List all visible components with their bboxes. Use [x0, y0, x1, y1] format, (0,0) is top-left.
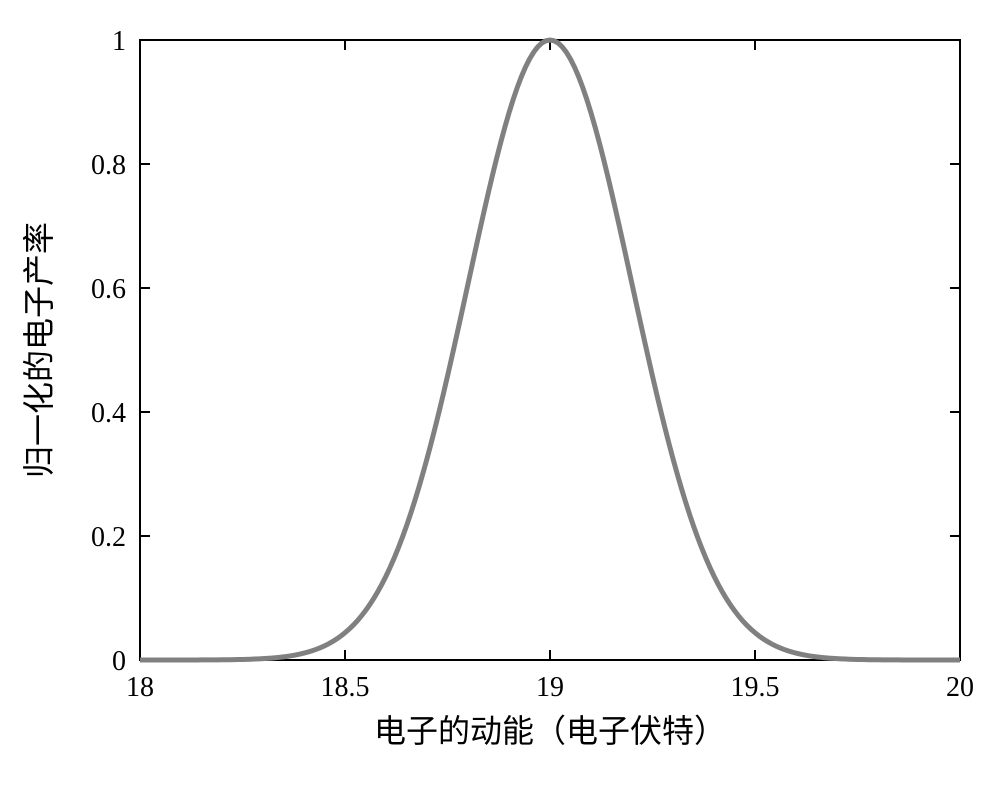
y-tick-label: 0.4: [91, 398, 126, 429]
x-tick-label: 19: [536, 672, 564, 703]
x-tick-label: 19.5: [731, 672, 780, 703]
y-tick-label: 0: [112, 646, 126, 677]
x-axis-title: 电子的动能（电子伏特）: [374, 713, 726, 749]
x-tick-label: 18: [126, 672, 154, 703]
series-gaussian: [140, 40, 960, 660]
x-tick-label: 18.5: [321, 672, 370, 703]
y-tick-label: 0.2: [91, 522, 126, 553]
line-chart: 18 18.5 19 19.5 20 0 0.2 0.4 0.6 0.8 1 电子的动能（电子伏特） 归…: [0, 0, 1000, 785]
y-tick-label: 0.6: [91, 274, 126, 305]
y-tick-label: 1: [112, 26, 126, 57]
chart-container: 18 18.5 19 19.5 20 0 0.2 0.4 0.6 0.8 1 电子的动能（电子伏特） 归…: [0, 0, 1000, 785]
x-tick-label: 20: [946, 672, 974, 703]
y-tick-label: 0.8: [91, 150, 126, 181]
y-axis-title: 归一化的电子产率: [21, 222, 57, 478]
plot-box: [140, 40, 960, 660]
